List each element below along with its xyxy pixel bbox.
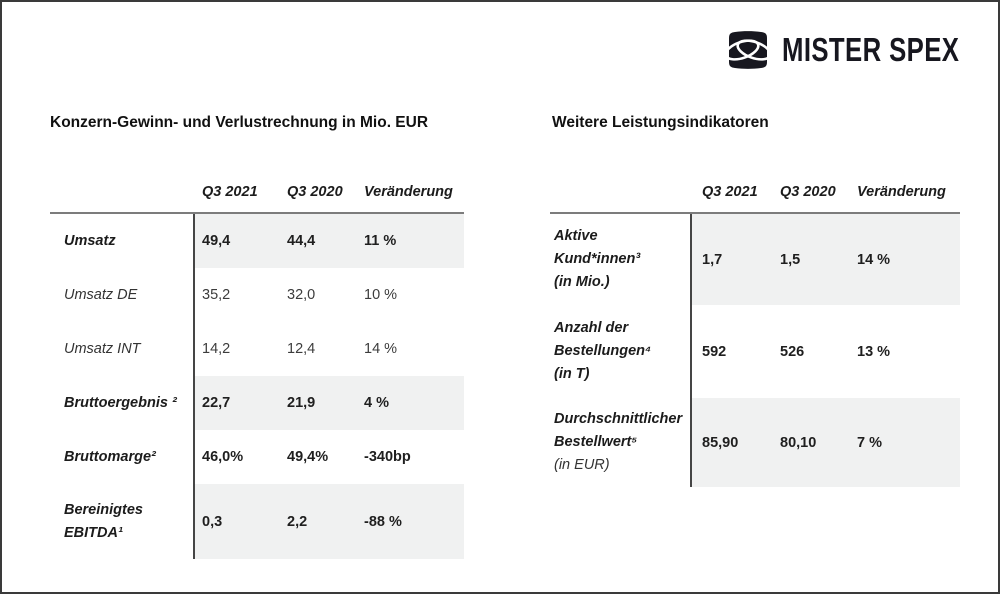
metric-label: Bruttomarge² [64,448,156,465]
column-header-change: Veränderung [857,184,946,200]
table-row-bereinigtes-ebitda: Bereinigtes EBITDA¹ 0,3 2,2 -88 % [50,484,464,559]
value-q3-2021: 35,2 [202,287,231,303]
metric-label: Umsatz [64,232,116,249]
column-header-change: Veränderung [364,184,453,200]
metric-label-line1: Durchschnittlicher [554,411,683,427]
value-q3-2021: 49,4 [202,233,231,249]
value-q3-2020: 44,4 [287,233,316,249]
value-q3-2020: 32,0 [287,287,316,303]
value-q3-2021: 85,90 [702,434,739,451]
metric-label-line2: Bestellwert⁵ [554,434,638,450]
value-change: 13 % [857,343,891,360]
metric-label: Bruttoergebnis ² [64,394,177,411]
column-header-q3-2020: Q3 2020 [287,184,343,200]
metric-label-line1: Anzahl der [554,320,629,336]
column-divider-line [193,214,195,559]
metric-unit-label: (in EUR) [554,457,610,473]
metric-label-line2: Kund*innen³ [554,251,641,267]
value-change: 10 % [364,287,398,303]
value-q3-2020: 21,9 [287,395,316,411]
income-statement-table: Konzern-Gewinn- und Verlustrechnung in M… [50,114,464,559]
table-title: Weitere Leistungsindikatoren [552,114,769,131]
metric-label: Umsatz INT [64,340,141,357]
value-q3-2021: 592 [702,343,727,360]
value-q3-2021: 22,7 [202,395,231,411]
table-row-durchschnittlicher-bestellwert: Durchschnittlicher Bestellwert⁵ (in EUR)… [550,398,960,487]
value-change: 7 % [857,434,882,451]
table-row-anzahl-bestellungen: Anzahl der Bestellungen⁴ (in T) 592 526 … [550,305,960,398]
table-title: Konzern-Gewinn- und Verlustrechnung in M… [50,114,429,131]
metric-label: Umsatz DE [64,286,138,303]
value-change: 4 % [364,395,389,411]
value-change: -88 % [364,513,402,530]
value-q3-2020: 1,5 [780,251,801,268]
value-change: 14 % [364,341,398,357]
column-header-row: Q3 2021 Q3 2020 Veränderung [50,180,464,204]
column-header-q3-2021: Q3 2021 [202,184,258,200]
value-q3-2020: 80,10 [780,434,817,451]
value-q3-2020: 49,4% [287,449,329,465]
table-body: Umsatz 49,4 44,4 11 % Umsatz DE 35,2 32,… [50,212,464,559]
kpi-table: Weitere Leistungsindikatoren Q3 2021 Q3 … [550,114,960,487]
value-change: 14 % [857,251,891,268]
table-row-umsatz-de: Umsatz DE 35,2 32,0 10 % [50,268,464,322]
table-body: Aktive Kund*innen³ (in Mio.) 1,7 1,5 14 … [550,212,960,487]
column-header-q3-2020: Q3 2020 [780,184,836,200]
brand-wordmark: MISTER SPEX [782,31,960,68]
metric-unit-label: (in T) [554,366,590,382]
table-row-aktive-kundinnen: Aktive Kund*innen³ (in Mio.) 1,7 1,5 14 … [550,214,960,305]
metric-label-line2: Bestellungen⁴ [554,343,652,359]
value-q3-2021: 1,7 [702,251,723,268]
column-header-q3-2021: Q3 2021 [702,184,758,200]
mister-spex-logo: MISTER SPEX [725,27,1000,73]
metric-label-line1: Aktive [554,228,598,244]
column-divider-line [690,214,692,487]
table-row-bruttomarge: Bruttomarge² 46,0% 49,4% -340bp [50,430,464,484]
value-q3-2021: 14,2 [202,341,231,357]
mister-spex-glasses-icon [729,31,767,69]
value-q3-2020: 526 [780,343,805,360]
value-q3-2021: 0,3 [202,513,223,530]
metric-label-line1: Bereinigtes [64,501,143,518]
value-change: -340bp [364,449,411,465]
column-header-row: Q3 2021 Q3 2020 Veränderung [550,180,960,204]
metric-label-line2: EBITDA¹ [64,524,123,541]
table-row-umsatz-int: Umsatz INT 14,2 12,4 14 % [50,322,464,376]
table-row-bruttoergebnis: Bruttoergebnis ² 22,7 21,9 4 % [50,376,464,430]
metric-unit-label: (in Mio.) [554,274,610,290]
value-q3-2020: 12,4 [287,341,316,357]
value-change: 11 % [364,233,397,249]
table-row-umsatz: Umsatz 49,4 44,4 11 % [50,214,464,268]
value-q3-2020: 2,2 [287,513,308,530]
value-q3-2021: 46,0% [202,449,244,465]
